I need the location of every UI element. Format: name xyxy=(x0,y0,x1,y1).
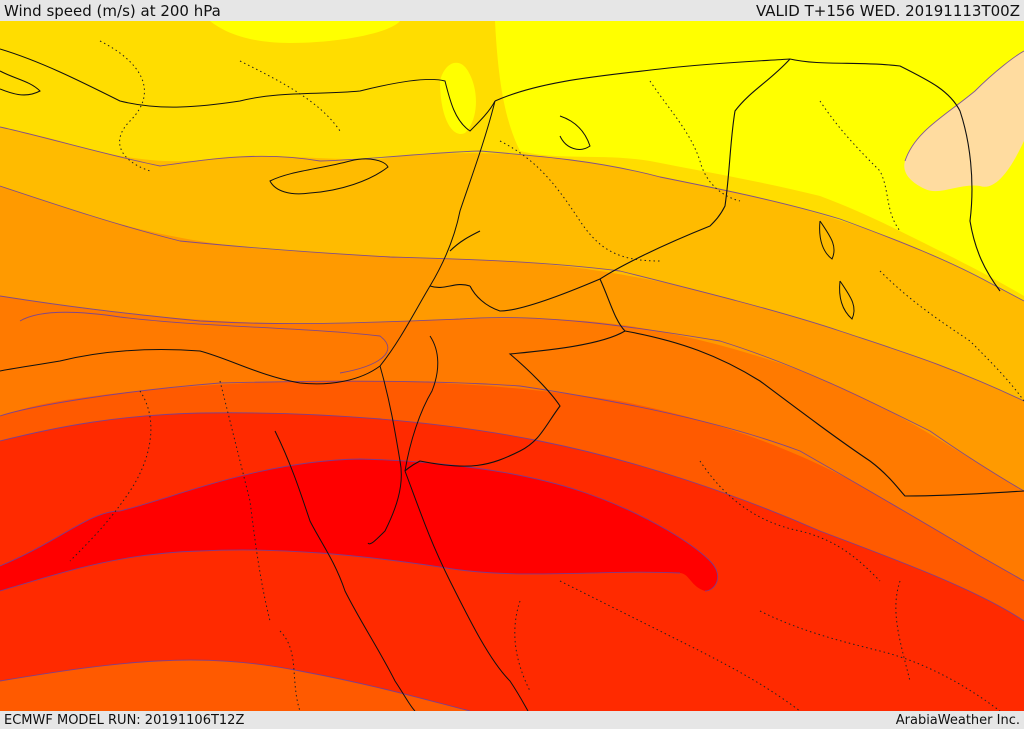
band-south-orange xyxy=(0,660,470,711)
band-1-pocket-coast xyxy=(440,62,476,134)
map-footer: ECMWF MODEL RUN: 20191106T12Z ArabiaWeat… xyxy=(0,711,1024,729)
band-1-pocket-north xyxy=(210,21,400,43)
valid-time: VALID T+156 WED. 20191113T00Z xyxy=(755,2,1020,20)
band-5-pocket xyxy=(20,312,388,374)
low-wind-pocket xyxy=(904,51,1024,192)
coastlines xyxy=(0,48,855,711)
map-title: Wind speed (m/s) at 200 hPa xyxy=(4,2,221,20)
wind-speed-map[interactable] xyxy=(0,21,1024,711)
map-header: Wind speed (m/s) at 200 hPa VALID T+156 … xyxy=(0,0,1024,22)
band-1 xyxy=(495,21,1024,296)
band-jet-core xyxy=(0,459,718,591)
model-run: ECMWF MODEL RUN: 20191106T12Z xyxy=(4,712,245,728)
credit: ArabiaWeather Inc. xyxy=(895,712,1020,728)
province-lines xyxy=(69,40,1024,711)
map-canvas xyxy=(0,21,1024,711)
country-borders xyxy=(404,58,1024,497)
